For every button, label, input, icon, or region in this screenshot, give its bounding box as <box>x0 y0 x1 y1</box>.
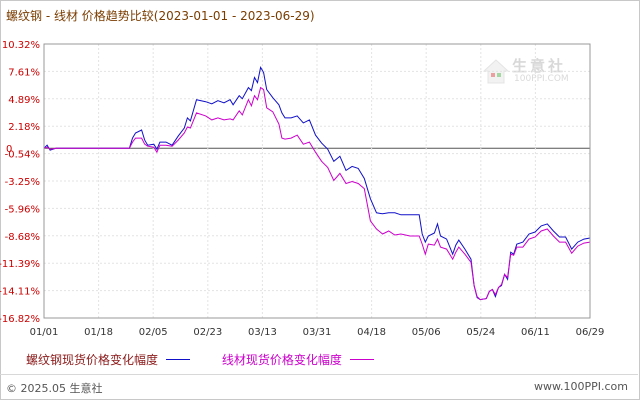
y-tick-label: -0.54% <box>5 150 40 161</box>
y-axis-ticks: 10.32% 7.61% 4.89% 2.18% 0-0.54% -3.25% -5.96%… <box>0 40 40 325</box>
wire-rod-series-line <box>43 86 591 301</box>
y-tick-label: 0 <box>6 144 12 155</box>
x-axis-ticks: 01/01 01/18 02/05 02/23 03/13 03/31 04/18 05/06… <box>30 327 605 338</box>
y-tick-label: -3.25% <box>5 177 40 188</box>
legend: 螺纹钢现货价格变化幅度 线材现货价格变化幅度 <box>26 351 402 368</box>
watermark-name: 生意社 <box>512 57 567 75</box>
x-tick-label: 02/05 <box>139 327 168 338</box>
y-tick-label: -14.11% <box>0 287 40 298</box>
y-tick-label: 7.61% <box>8 67 40 78</box>
x-tick-label: 06/11 <box>521 327 550 338</box>
x-tick-label: 05/06 <box>412 327 441 338</box>
footer-website-link[interactable]: www.100PPI.com <box>534 380 628 393</box>
x-tick-label: 06/29 <box>576 327 605 338</box>
y-tick-label: 2.18% <box>8 122 40 133</box>
chart-title: 螺纹钢 - 线材 价格趋势比较(2023-01-01 - 2023-06-29) <box>6 9 315 23</box>
series-lines <box>43 66 591 301</box>
footer: © 2025.05 生意社 www.100PPI.com <box>0 374 638 399</box>
y-tick-label: -16.82% <box>0 314 40 325</box>
legend-item-wire-rod: 线材现货价格变化幅度 <box>222 351 374 368</box>
x-tick-label: 01/01 <box>30 327 59 338</box>
y-tick-label: -8.68% <box>5 232 40 243</box>
legend-item-rebar: 螺纹钢现货价格变化幅度 <box>26 351 191 368</box>
x-tick-label: 03/31 <box>303 327 332 338</box>
watermark-url: 100PPI.COM <box>514 74 569 84</box>
plot-border <box>43 43 591 319</box>
line-chart: 10.32% 7.61% 4.89% 2.18% 0-0.54% -3.25% -5.96%… <box>0 40 605 338</box>
x-tick-label: 02/23 <box>193 327 222 338</box>
legend-label-rebar: 螺纹钢现货价格变化幅度 <box>26 353 159 367</box>
x-tick-label: 04/18 <box>357 327 386 338</box>
y-tick-label: 4.89% <box>8 95 40 106</box>
footer-copyright: © 2025.05 生意社 <box>6 382 103 395</box>
y-tick-label: 10.32% <box>2 40 40 51</box>
legend-swatch-wire-rod <box>349 359 374 360</box>
x-tick-label: 01/18 <box>84 327 113 338</box>
legend-label-wire-rod: 线材现货价格变化幅度 <box>221 353 342 367</box>
x-tick-label: 05/24 <box>466 327 495 338</box>
legend-swatch-rebar <box>166 359 191 360</box>
y-tick-label: -11.39% <box>0 259 40 270</box>
y-tick-label: -5.96% <box>5 204 40 215</box>
x-tick-label: 03/13 <box>248 327 277 338</box>
